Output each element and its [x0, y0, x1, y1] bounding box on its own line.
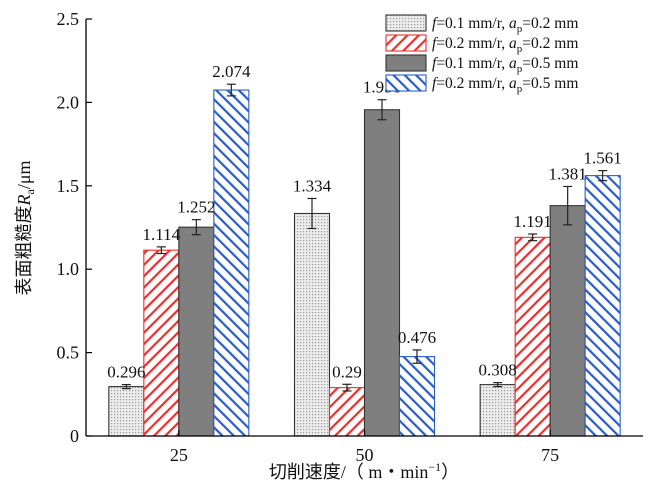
bar-series-1-cat-50	[293, 212, 331, 437]
legend-label-part: f	[432, 55, 439, 72]
bar-series-4-cat-50	[398, 356, 436, 437]
data-label: 1.191	[514, 212, 552, 231]
x-axis-title-superscript: −1	[428, 460, 441, 474]
x-tick-label: 50	[356, 445, 374, 465]
legend-swatch	[385, 14, 427, 32]
legend-label-part: p	[517, 23, 523, 35]
y-tick-label: 0.5	[57, 343, 80, 363]
legend-entry: f=0.1 mm/r, ap=0.5 mm	[385, 54, 578, 75]
x-axis-title: 切削速度/（ m・min−1）	[269, 460, 459, 482]
bar-series-3-cat-50	[363, 109, 401, 437]
legend-entry: f=0.1 mm/r, ap=0.2 mm	[385, 14, 578, 35]
y-tick-label: 2.0	[57, 92, 80, 112]
bar-series-4-cat-25	[213, 89, 250, 437]
legend-label-part: =0.2 mm	[522, 35, 578, 52]
legend-label-part: =0.1 mm/r,	[436, 15, 509, 32]
legend-swatch	[385, 54, 427, 72]
legend-label: f=0.1 mm/r, ap=0.5 mm	[432, 55, 578, 75]
legend-label-part: p	[517, 83, 523, 95]
legend-label-part: =0.2 mm/r,	[436, 35, 509, 52]
bar-series-1-cat-75	[479, 384, 516, 437]
legend-label-part: =0.2 mm/r,	[436, 75, 509, 92]
legend-label-part: =0.5 mm	[522, 75, 578, 92]
legend-entry: f=0.2 mm/r, ap=0.5 mm	[385, 74, 578, 95]
x-axis-title-main: 切削速度/	[269, 462, 346, 482]
data-label: 0.29	[332, 362, 362, 381]
error-bar	[493, 382, 503, 388]
data-label: 1.114	[143, 225, 181, 244]
error-bar	[598, 170, 608, 182]
legend-label-part: =0.2 mm	[522, 15, 578, 32]
legend-label-part: a	[509, 75, 517, 92]
legend-label-part: =0.1 mm/r,	[436, 55, 509, 72]
error-bar	[226, 83, 236, 97]
data-label: 1.381	[549, 164, 587, 183]
legend-label-part: f	[432, 15, 439, 32]
bar-series-3-cat-75	[549, 205, 586, 437]
y-axis-title: 表面粗糙度Ra/μm	[14, 161, 37, 296]
y-axis-title-main: 表面粗糙度	[14, 205, 34, 295]
x-axis-title-unit: （ m・min	[346, 462, 429, 482]
legend-label-part: a	[509, 55, 517, 72]
legend-label-part: a	[509, 35, 517, 52]
legend-label: f=0.2 mm/r, ap=0.5 mm	[432, 75, 578, 95]
bar-series-2-cat-75	[514, 236, 551, 437]
legend: f=0.1 mm/r, ap=0.2 mmf=0.2 mm/r, ap=0.2 …	[385, 14, 578, 95]
data-label: 0.296	[107, 363, 145, 382]
legend-label-part: p	[517, 43, 523, 55]
data-label: 0.308	[479, 361, 517, 380]
legend-label-part: a	[509, 15, 517, 32]
y-axis-title-symbol: R	[14, 194, 34, 206]
data-label: 1.334	[293, 176, 332, 195]
y-tick-label: 2.5	[57, 9, 80, 29]
x-tick-label: 25	[170, 445, 188, 465]
x-tick-label: 75	[541, 445, 559, 465]
bar-series-1-cat-25	[108, 386, 145, 437]
y-tick-label: 0	[70, 426, 79, 446]
data-label: 1.252	[177, 198, 215, 217]
error-bar	[307, 197, 317, 230]
legend-swatch	[385, 34, 427, 52]
data-label: 0.476	[398, 328, 436, 347]
error-bar	[563, 185, 573, 226]
legend-label: f=0.1 mm/r, ap=0.2 mm	[432, 15, 578, 35]
error-bar	[528, 233, 538, 242]
error-bar	[377, 99, 387, 121]
error-bar	[412, 349, 422, 364]
legend-entry: f=0.2 mm/r, ap=0.2 mm	[385, 34, 578, 55]
legend-label-part: f	[432, 35, 439, 52]
legend-label-part: p	[517, 63, 523, 75]
legend-label-part: f	[432, 75, 439, 92]
error-bar	[342, 383, 352, 392]
x-axis-title-close: ）	[441, 462, 459, 482]
error-bar	[156, 246, 166, 255]
bar-series-3-cat-25	[178, 226, 215, 437]
bar-series-2-cat-50	[328, 387, 366, 437]
bar-series-2-cat-25	[143, 249, 180, 437]
data-label: 2.074	[212, 62, 251, 81]
legend-swatch	[385, 74, 427, 92]
data-label: 1.561	[584, 149, 622, 168]
y-axis-title-subscript: a	[23, 188, 37, 194]
error-bar	[121, 384, 131, 390]
legend-label: f=0.2 mm/r, ap=0.2 mm	[432, 35, 578, 55]
error-bar	[191, 219, 201, 236]
bar-series-4-cat-75	[584, 175, 621, 437]
legend-label-part: =0.5 mm	[522, 55, 578, 72]
y-tick-label: 1.5	[57, 176, 80, 196]
y-axis-title-unit: /μm	[14, 161, 34, 190]
y-tick-label: 1.0	[57, 259, 80, 279]
